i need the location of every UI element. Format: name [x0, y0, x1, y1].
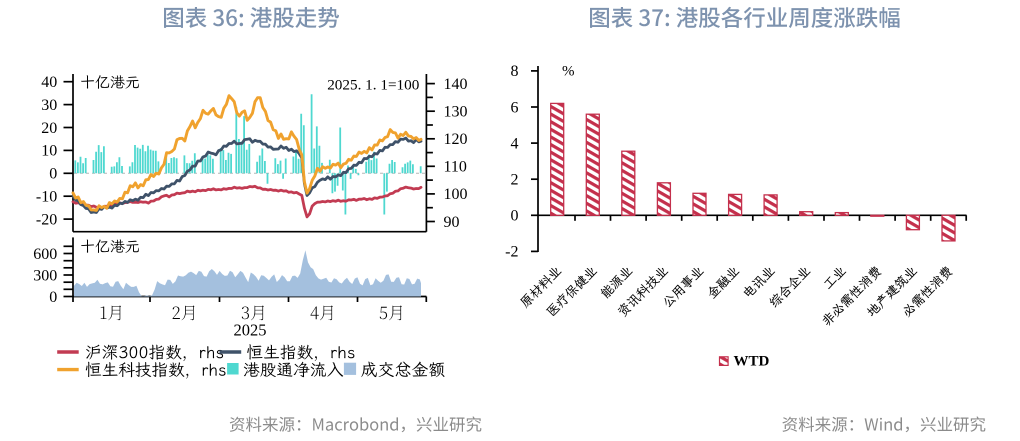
- svg-text:90: 90: [444, 214, 460, 231]
- svg-text:2025. 1. 1=100: 2025. 1. 1=100: [327, 77, 420, 94]
- svg-text:130: 130: [444, 103, 468, 120]
- svg-text:0: 0: [49, 166, 57, 183]
- svg-text:600: 600: [33, 246, 57, 263]
- svg-text:300: 300: [33, 267, 57, 284]
- svg-text:0: 0: [49, 289, 57, 306]
- svg-text:2: 2: [511, 172, 519, 189]
- svg-text:-2: -2: [505, 244, 518, 261]
- svg-text:110: 110: [444, 159, 467, 176]
- svg-text:-20: -20: [36, 211, 57, 228]
- svg-text:2025: 2025: [234, 321, 267, 340]
- svg-text:20: 20: [41, 120, 57, 137]
- svg-text:10: 10: [41, 143, 57, 160]
- svg-text:40: 40: [41, 74, 57, 91]
- svg-text:100: 100: [444, 186, 468, 203]
- svg-text:30: 30: [41, 97, 57, 114]
- svg-text:WTD: WTD: [734, 354, 770, 370]
- svg-text:%: %: [562, 64, 575, 80]
- svg-text:8: 8: [511, 63, 519, 80]
- svg-text:4: 4: [511, 135, 519, 152]
- svg-text:6: 6: [511, 99, 519, 116]
- svg-text:-10: -10: [36, 188, 57, 205]
- svg-text:140: 140: [444, 76, 468, 93]
- svg-text:120: 120: [444, 131, 468, 148]
- svg-text:0: 0: [511, 208, 519, 225]
